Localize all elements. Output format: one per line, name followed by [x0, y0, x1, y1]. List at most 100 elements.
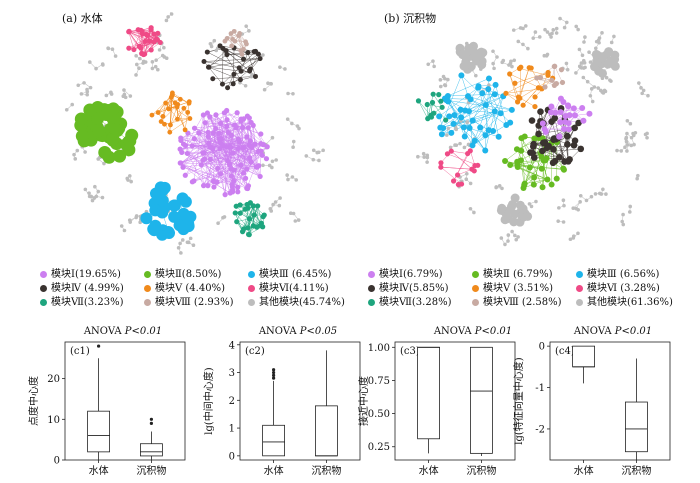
network-node	[599, 192, 604, 196]
network-node	[274, 158, 278, 162]
legend-marker	[576, 271, 583, 278]
legend-label: 模块Ⅲ (6.56%)	[587, 269, 660, 280]
network-node	[528, 117, 536, 124]
network-node	[500, 215, 510, 225]
network-node	[500, 186, 504, 191]
network-node	[545, 52, 550, 57]
network-node	[134, 214, 139, 218]
network-node	[625, 149, 629, 153]
network-node	[590, 99, 595, 104]
network-node	[227, 161, 233, 167]
network-node	[240, 145, 246, 151]
y-tick-label: 10	[47, 415, 60, 426]
network-node	[200, 150, 206, 156]
network-node	[96, 157, 101, 161]
network-node	[235, 189, 241, 195]
x-tick-label: 水体	[89, 465, 109, 477]
network-node	[75, 129, 89, 143]
network-node	[557, 109, 564, 116]
network-node	[531, 174, 538, 181]
network-node	[472, 210, 476, 215]
network-node	[247, 155, 253, 161]
network-node	[296, 218, 301, 222]
network-node	[229, 43, 235, 49]
network-node	[177, 96, 183, 102]
network-node	[526, 164, 533, 171]
network-node	[444, 151, 451, 157]
network-node	[214, 179, 220, 185]
legend-sediment-item: 其他模块(61.36%)	[576, 293, 673, 308]
network-node	[244, 113, 251, 119]
network-node	[547, 109, 554, 116]
y-tick-label: 1.00	[368, 343, 390, 354]
network-node	[154, 58, 158, 62]
network-node	[185, 130, 191, 136]
network-node	[235, 136, 241, 142]
network-node	[589, 194, 594, 199]
network-node	[600, 90, 605, 94]
network-node	[537, 108, 544, 116]
network-node	[169, 12, 174, 16]
network-node	[150, 66, 155, 71]
legend-label: 其他模块(45.74%)	[259, 297, 345, 308]
title-c1: ANOVA P<0.01	[83, 326, 163, 337]
network-node	[579, 66, 584, 70]
network-node	[170, 90, 175, 96]
network-node	[629, 135, 634, 140]
network-node	[553, 81, 560, 87]
network-node	[228, 173, 235, 179]
network-node	[304, 154, 309, 158]
network-node	[73, 157, 78, 161]
network-node	[506, 239, 510, 243]
network-node	[177, 146, 183, 152]
network-node	[508, 199, 518, 209]
network-node	[482, 147, 489, 154]
network-node	[239, 229, 246, 235]
network-node	[575, 119, 582, 127]
network-node	[426, 62, 431, 67]
outlier-point	[272, 376, 276, 380]
legend-label: 模块Ⅶ(3.28%)	[379, 297, 452, 308]
network-node	[560, 165, 567, 172]
network-node	[128, 220, 133, 224]
network-node	[74, 112, 88, 126]
network-node	[295, 124, 300, 128]
network-node	[534, 75, 540, 81]
y-tick-label: 1	[229, 424, 235, 435]
network-node	[237, 31, 243, 36]
network-node	[631, 133, 636, 138]
network-node	[153, 36, 160, 42]
network-node	[534, 199, 538, 204]
network-node	[101, 63, 105, 67]
network-node	[604, 47, 614, 57]
network-node	[471, 137, 478, 144]
network-node	[624, 139, 629, 144]
network-node	[438, 131, 445, 138]
y-tick-label: 3	[229, 368, 235, 379]
network-node	[641, 88, 646, 93]
network-node	[574, 71, 578, 75]
legend-marker	[144, 271, 151, 278]
network-node	[584, 198, 589, 203]
legend-water-item: 模块Ⅰ(19.65%)	[40, 265, 121, 280]
network-node	[538, 165, 545, 172]
network-node	[230, 36, 236, 42]
network-node	[138, 220, 142, 225]
network-node	[134, 73, 138, 77]
network-node	[178, 241, 182, 246]
network-node	[612, 34, 616, 39]
network-node	[191, 125, 198, 131]
network-node	[231, 122, 238, 128]
network-node	[94, 66, 98, 71]
network-node	[554, 26, 559, 31]
network-node	[457, 106, 464, 113]
network-node	[571, 234, 576, 238]
network-water	[64, 12, 325, 255]
network-node	[122, 228, 127, 233]
network-node	[515, 94, 522, 100]
network-node	[235, 146, 241, 152]
network-node	[179, 251, 183, 255]
network-node	[502, 158, 509, 165]
network-node	[465, 172, 469, 176]
network-node	[438, 160, 444, 166]
